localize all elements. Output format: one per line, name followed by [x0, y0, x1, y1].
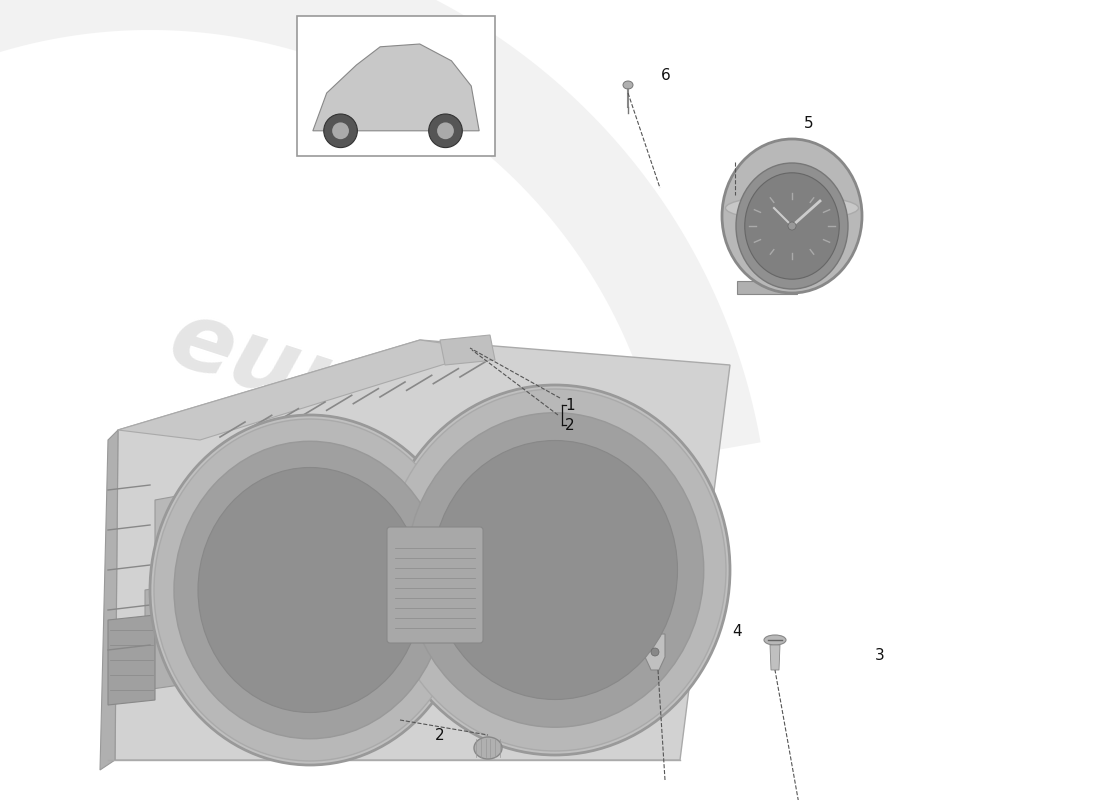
Polygon shape [645, 634, 665, 670]
Circle shape [429, 114, 462, 147]
Ellipse shape [745, 173, 839, 279]
Polygon shape [770, 645, 780, 670]
Text: 4: 4 [733, 625, 741, 639]
Text: 6: 6 [661, 69, 670, 83]
Ellipse shape [174, 442, 446, 738]
Bar [297, 16, 495, 156]
FancyBboxPatch shape [387, 527, 483, 643]
Ellipse shape [722, 139, 862, 293]
Ellipse shape [474, 737, 502, 759]
Polygon shape [118, 340, 490, 440]
Polygon shape [145, 580, 214, 690]
Ellipse shape [623, 81, 632, 89]
Ellipse shape [736, 163, 848, 289]
Text: 1: 1 [565, 398, 575, 413]
Ellipse shape [726, 196, 858, 220]
Polygon shape [440, 335, 495, 365]
Ellipse shape [406, 413, 704, 727]
Ellipse shape [154, 419, 466, 761]
Ellipse shape [150, 415, 470, 765]
Circle shape [332, 122, 349, 139]
Ellipse shape [764, 635, 786, 645]
Text: a passion for parts since 1985: a passion for parts since 1985 [264, 646, 660, 754]
Polygon shape [100, 430, 118, 770]
Ellipse shape [432, 441, 678, 699]
Ellipse shape [379, 385, 730, 755]
Circle shape [788, 222, 796, 230]
Text: 2: 2 [436, 729, 444, 743]
Polygon shape [312, 44, 480, 130]
Text: 2: 2 [565, 418, 575, 433]
Polygon shape [0, 0, 760, 460]
Text: 5: 5 [804, 117, 813, 131]
Circle shape [651, 648, 659, 656]
Polygon shape [737, 281, 797, 294]
Polygon shape [116, 340, 730, 760]
Text: euroParts: euroParts [157, 292, 679, 540]
Ellipse shape [384, 389, 726, 751]
Text: 3: 3 [876, 649, 884, 663]
Polygon shape [155, 490, 214, 610]
Ellipse shape [198, 467, 422, 713]
Circle shape [323, 114, 358, 147]
Polygon shape [108, 615, 155, 705]
Circle shape [437, 122, 454, 139]
